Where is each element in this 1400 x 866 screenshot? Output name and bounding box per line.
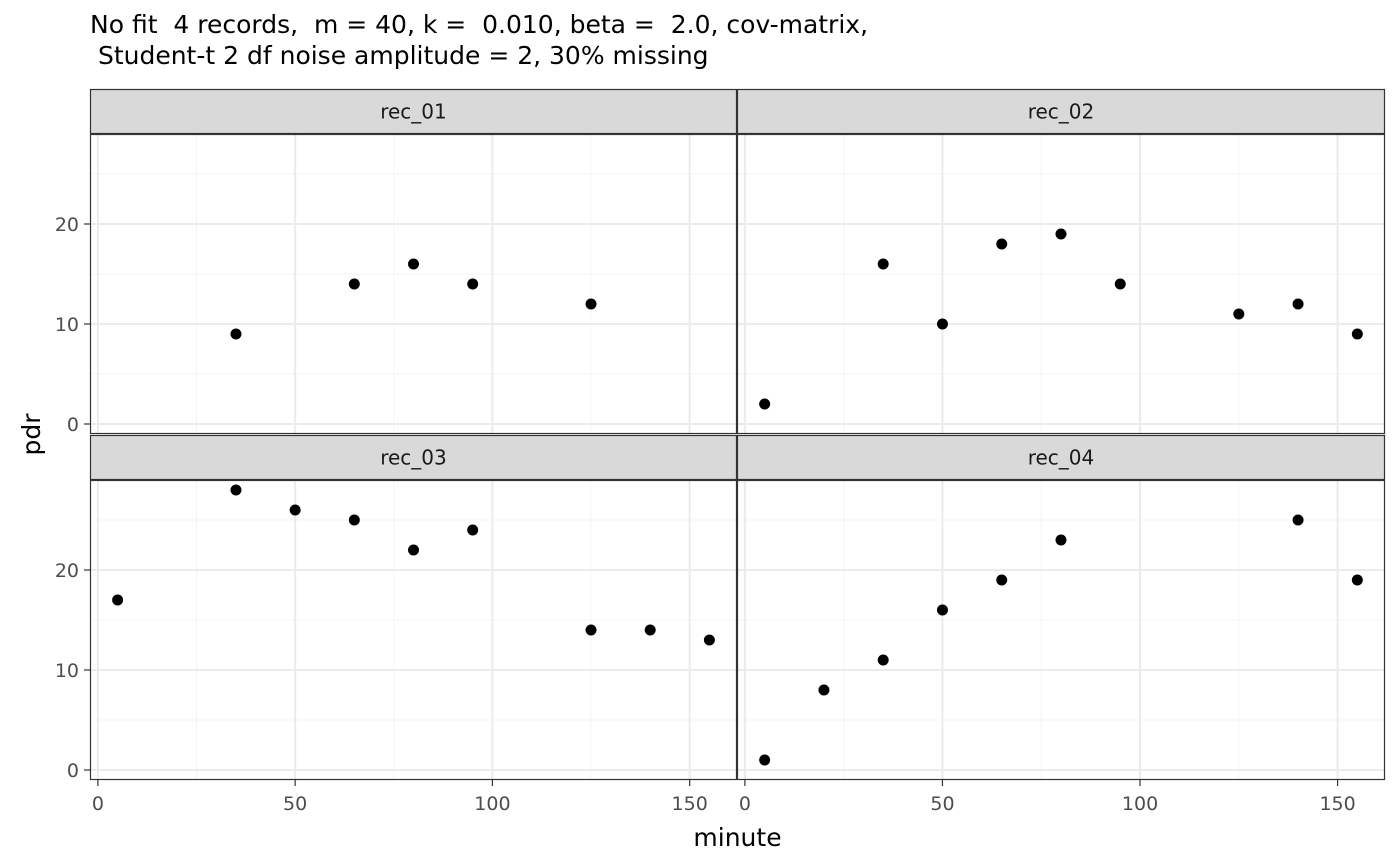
facet-panel-rec_01: rec_01 0 10 20 <box>55 88 738 436</box>
data-point <box>996 574 1008 586</box>
y-tick-label: 20 <box>55 560 79 582</box>
facet-strip-label-rec_04: rec_04 <box>1028 446 1095 470</box>
facet-panel-rec_04: rec_04 0 50 100 150 <box>736 434 1386 815</box>
panel-border <box>736 133 1386 435</box>
data-point <box>230 484 242 496</box>
x-tick-label: 0 <box>92 793 104 815</box>
y-tick-label: 10 <box>55 314 79 336</box>
data-point <box>408 258 419 270</box>
x-tick-label: 50 <box>283 793 307 815</box>
data-point <box>467 278 479 290</box>
chart-title-line-2: Student-t 2 df noise amplitude = 2, 30% … <box>90 41 709 70</box>
facet-strip-label-rec_01: rec_01 <box>380 100 447 124</box>
x-tick-label: 100 <box>474 793 510 815</box>
data-point <box>759 398 771 410</box>
facet-strip-rec_04 <box>736 434 1386 481</box>
data-point <box>289 504 301 516</box>
x-tick-label: 50 <box>930 793 954 815</box>
data-point <box>936 604 948 616</box>
x-axis-title: minute <box>693 823 781 852</box>
y-tick-label: 0 <box>67 760 79 782</box>
facet-panel-rec_02: rec_02 <box>736 88 1386 435</box>
y-tick-label: 20 <box>55 214 79 236</box>
data-point <box>112 594 124 606</box>
data-point <box>467 524 479 536</box>
data-point <box>1351 328 1363 340</box>
data-point <box>585 298 597 310</box>
data-point <box>348 514 360 526</box>
facet-strip-label-rec_02: rec_02 <box>1028 100 1095 124</box>
x-tick-label: 100 <box>1122 793 1158 815</box>
chart-title: No fit 4 records, m = 40, k = 0.010, bet… <box>90 9 868 71</box>
data-point <box>759 754 771 766</box>
data-point <box>1055 228 1067 240</box>
data-point <box>1292 514 1304 526</box>
data-point <box>703 634 715 646</box>
panel-border <box>89 133 738 435</box>
data-point <box>877 654 889 666</box>
x-tick-label: 0 <box>739 793 751 815</box>
data-point <box>585 624 597 636</box>
panel-border <box>89 479 738 781</box>
data-point <box>1351 574 1363 586</box>
facet-strip-rec_02 <box>736 88 1386 135</box>
y-axis-title: pdr <box>17 413 46 456</box>
data-point <box>1233 308 1245 320</box>
x-tick-label: 150 <box>1319 793 1355 815</box>
panel-border <box>736 479 1386 781</box>
facet-strip-rec_01 <box>89 88 738 135</box>
data-point <box>408 544 419 556</box>
facet-strip-rec_03 <box>89 434 738 481</box>
y-tick-label: 0 <box>67 414 79 436</box>
chart-title-line-1: No fit 4 records, m = 40, k = 0.010, bet… <box>90 10 869 39</box>
data-point <box>936 318 948 330</box>
data-point <box>996 238 1008 250</box>
y-tick-label: 10 <box>55 660 79 682</box>
data-point <box>1055 534 1067 546</box>
data-point <box>877 258 889 270</box>
facet-strip-label-rec_03: rec_03 <box>380 446 447 470</box>
data-point <box>644 624 656 636</box>
data-point <box>1114 278 1126 290</box>
data-point <box>1292 298 1304 310</box>
data-point <box>230 328 242 340</box>
data-point <box>348 278 360 290</box>
x-tick-label: 150 <box>672 793 708 815</box>
facet-panel-rec_03: rec_03 0 10 20 0 50 100 150 <box>55 434 738 815</box>
data-point <box>818 684 830 696</box>
